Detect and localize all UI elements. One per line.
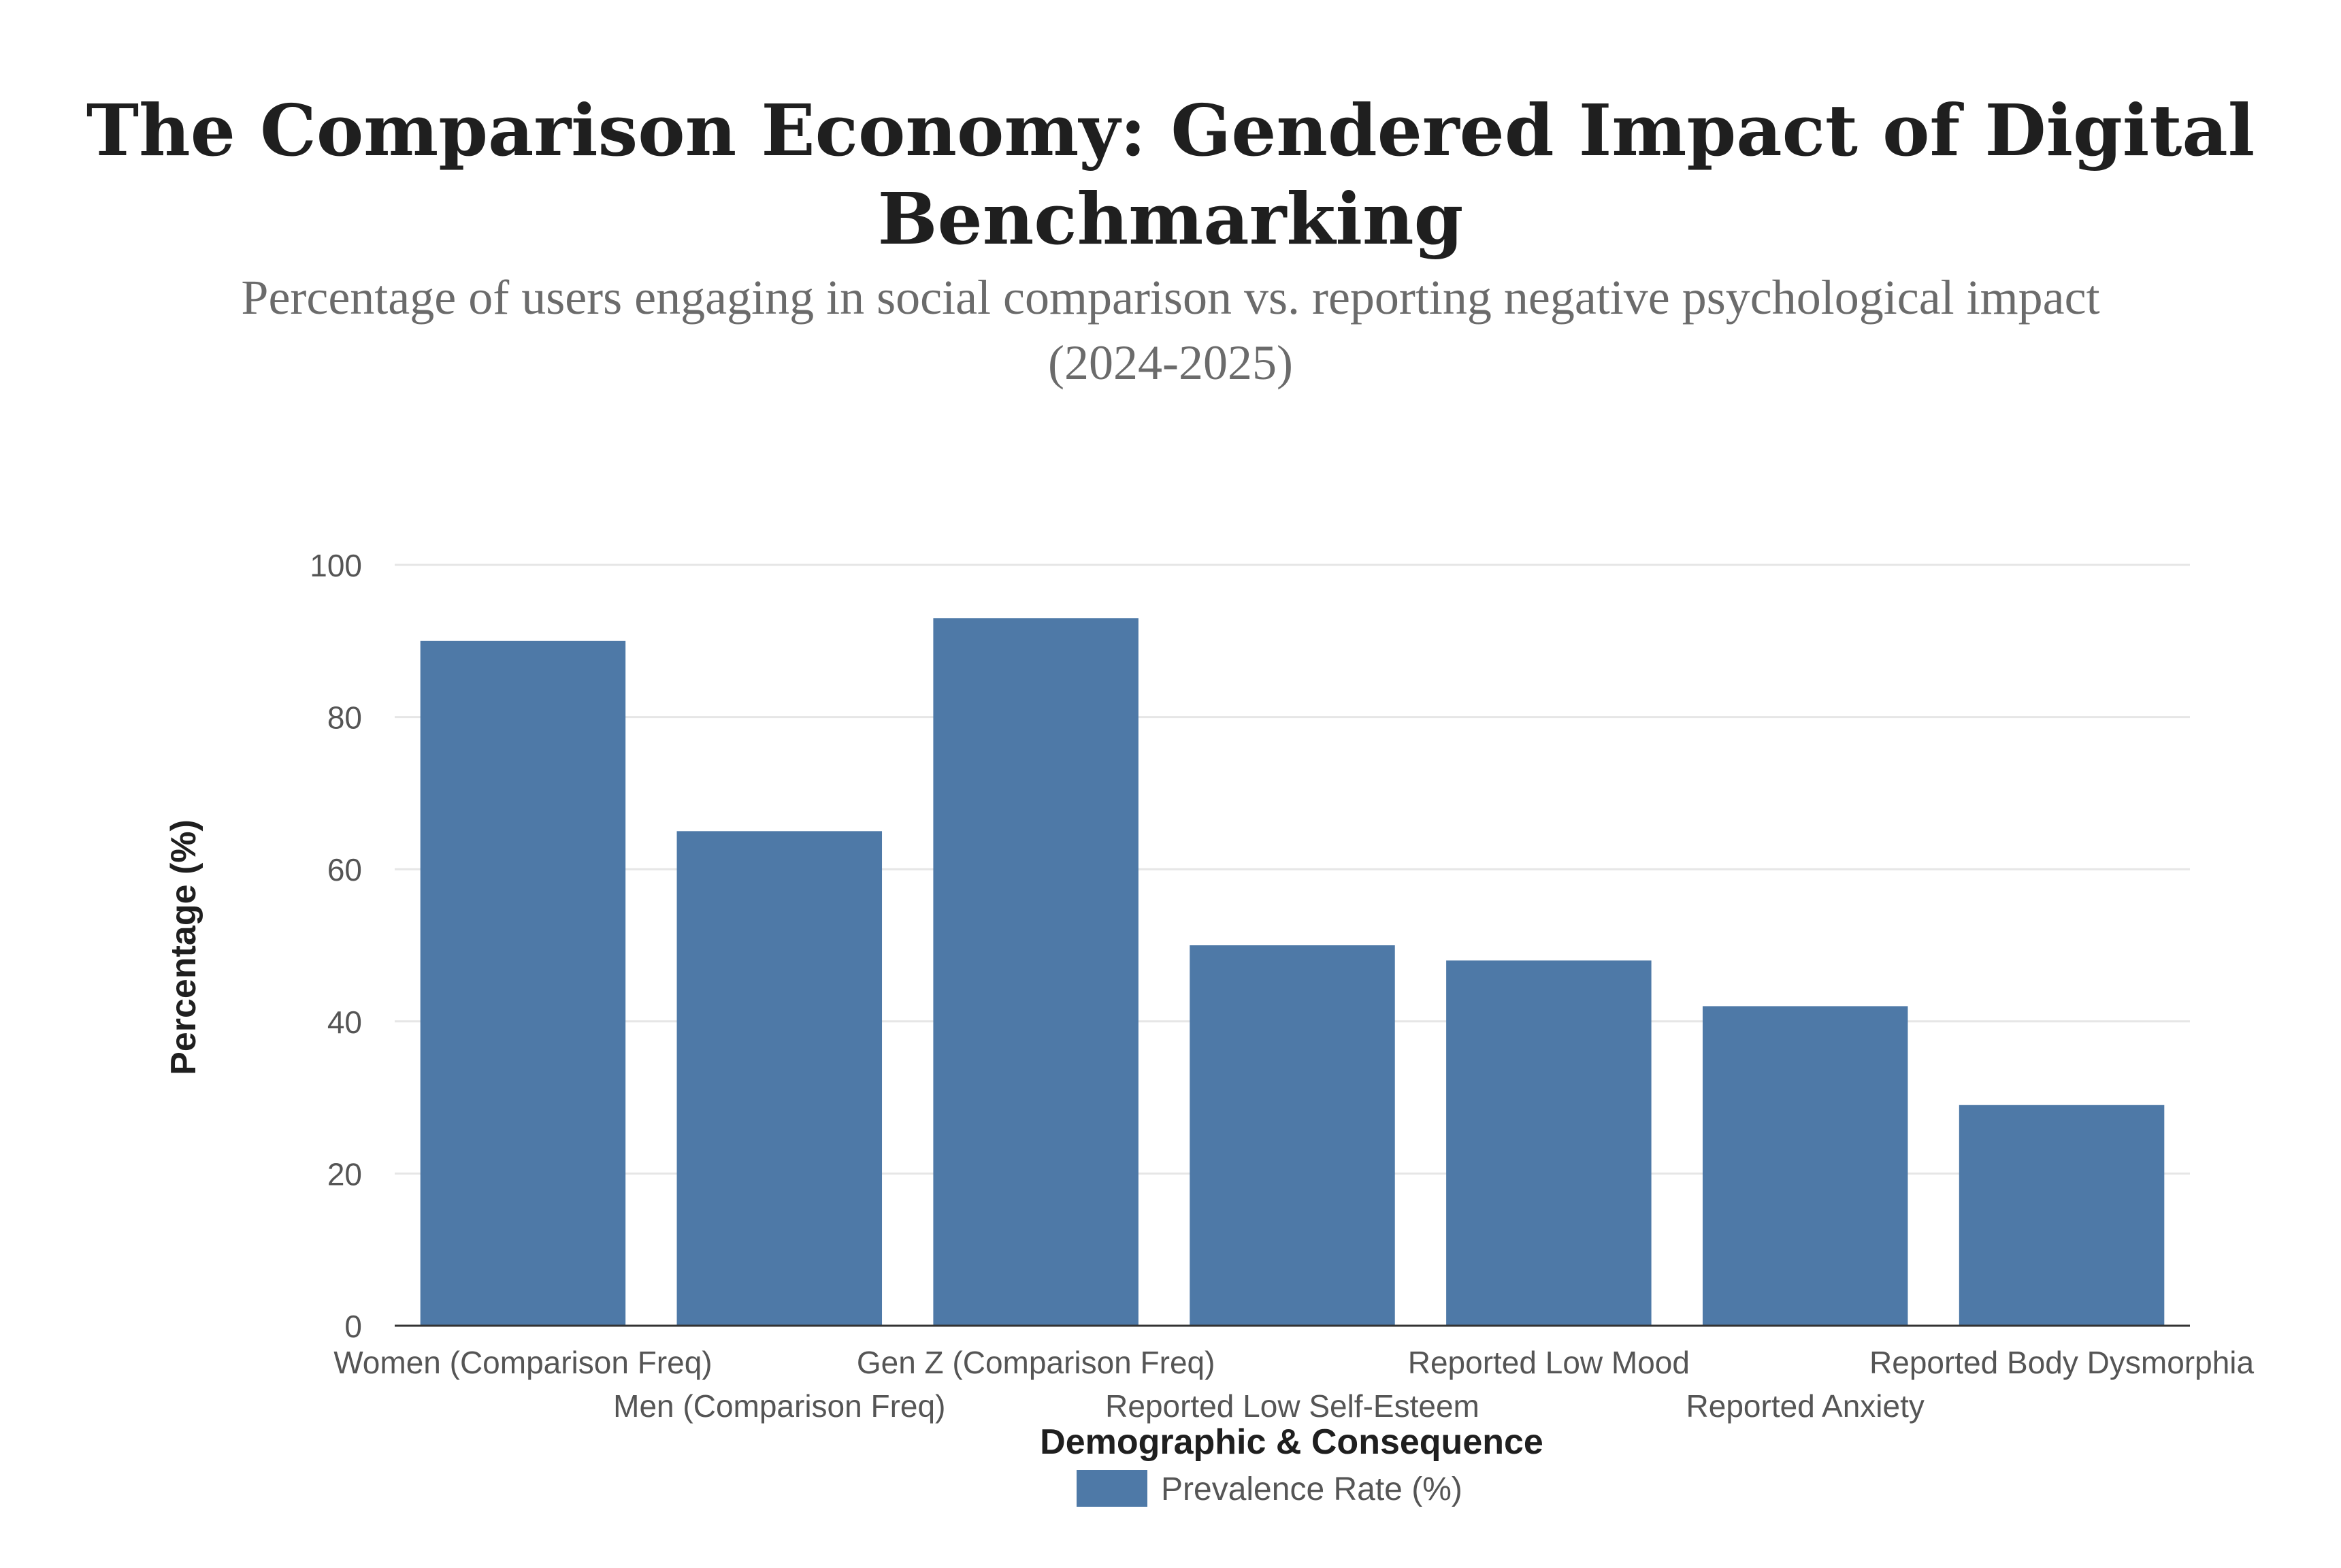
y-tick-label: 60 xyxy=(327,852,362,887)
x-tick-label: Reported Low Mood xyxy=(1408,1345,1690,1380)
x-tick-label: Reported Low Self-Esteem xyxy=(1105,1388,1479,1424)
y-tick-label: 40 xyxy=(327,1004,362,1040)
y-tick-label: 100 xyxy=(310,548,362,583)
legend-label: Prevalence Rate (%) xyxy=(1161,1471,1462,1507)
y-tick-label: 20 xyxy=(327,1156,362,1192)
y-axis-ticks: 0 20 40 60 80 100 xyxy=(310,548,362,1344)
bars xyxy=(420,618,2165,1326)
chart-title-line-2: Benchmarking xyxy=(878,177,1464,261)
y-tick-label: 0 xyxy=(344,1309,362,1344)
bar xyxy=(1702,1006,1908,1326)
legend: Prevalence Rate (%) xyxy=(1077,1470,1462,1507)
bar xyxy=(1190,945,1395,1326)
chart-subtitle-line-1: Percentage of users engaging in social c… xyxy=(241,270,2099,325)
x-tick-label: Reported Body Dysmorphia xyxy=(1869,1345,2254,1380)
bar xyxy=(676,831,883,1326)
bar xyxy=(420,640,626,1326)
y-axis-title: Percentage (%) xyxy=(164,819,203,1075)
x-axis-title: Demographic & Consequence xyxy=(1040,1422,1543,1462)
bar xyxy=(1446,960,1652,1326)
x-axis-ticks: Women (Comparison Freq) Men (Comparison F… xyxy=(333,1345,2254,1424)
bar xyxy=(1959,1105,2165,1326)
x-tick-label: Reported Anxiety xyxy=(1686,1388,1925,1424)
chart-title-line-1: The Comparison Economy: Gendered Impact … xyxy=(86,88,2255,172)
x-tick-label: Men (Comparison Freq) xyxy=(613,1388,945,1424)
bar xyxy=(933,618,1139,1326)
chart-subtitle: Percentage of users engaging in social c… xyxy=(241,270,2099,390)
x-tick-label: Women (Comparison Freq) xyxy=(333,1345,712,1380)
y-tick-label: 80 xyxy=(327,700,362,736)
x-tick-label: Gen Z (Comparison Freq) xyxy=(857,1345,1215,1380)
chart-title: The Comparison Economy: Gendered Impact … xyxy=(86,88,2255,261)
legend-swatch xyxy=(1077,1470,1147,1507)
chart-subtitle-line-2: (2024-2025) xyxy=(1048,336,1293,390)
